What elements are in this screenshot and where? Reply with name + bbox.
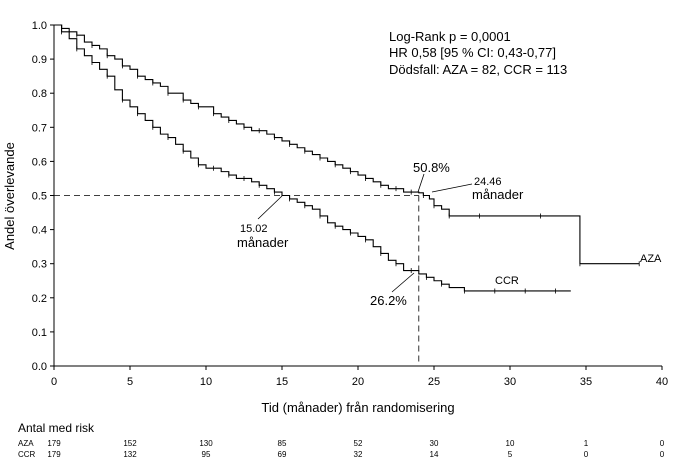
ccr-median-unit: månader [237,235,289,250]
x-tick-label: 0 [51,376,57,388]
risk-table-title: Antal med risk [18,421,95,435]
risk-cell: 0 [660,450,665,459]
risk-cell: 32 [354,450,363,459]
risk-cell: 14 [430,450,439,459]
risk-cell: 1 [584,439,589,448]
x-axis-title: Tid (månader) från randomisering [261,400,454,415]
aza-median-unit: månader [472,187,524,202]
risk-cell: 95 [202,450,211,459]
x-tick-label: 5 [127,376,133,388]
stats-line-hr: HR 0,58 [95 % CI: 0,43-0,77] [389,45,556,60]
aza-median-pointer [431,183,473,193]
ccr-pct-pointer [391,272,415,293]
ccr-series-label: CCR [495,275,519,287]
risk-cell: 52 [354,439,363,448]
x-tick-label: 35 [580,376,592,388]
x-tick-label: 40 [656,376,668,388]
risk-cell: 85 [278,439,287,448]
aza-series-label: AZA [640,253,662,265]
y-tick-label: 0.8 [32,88,47,100]
x-tick-label: 25 [428,376,440,388]
risk-cell: 69 [278,450,287,459]
y-axis-ticks: 0.0 0.1 0.2 0.3 0.4 0.5 0.6 0.7 0.8 0.9 1.0 [32,20,54,373]
risk-cell: 0 [584,450,589,459]
risk-cell: 179 [47,439,61,448]
y-tick-label: 0.6 [32,156,47,168]
median-reference-lines [54,195,420,366]
x-tick-label: 30 [504,376,516,388]
risk-row-label-aza: AZA [18,439,34,448]
risk-cell: 10 [506,439,515,448]
y-tick-label: 0.5 [32,191,47,203]
y-tick-label: 0.2 [32,293,47,305]
risk-cell: 30 [430,439,439,448]
risk-row-label-ccr: CCR [18,450,36,459]
risk-cell: 130 [199,439,213,448]
risk-cell: 132 [123,450,137,459]
y-tick-label: 0.3 [32,259,47,271]
stats-line-deaths: Dödsfall: AZA = 82, CCR = 113 [389,62,567,77]
y-axis-title: Andel överlevande [2,142,17,250]
x-axis-ticks: 0 5 10 15 20 25 30 35 40 [51,366,668,388]
risk-cell: 179 [47,450,61,459]
y-tick-label: 1.0 [32,20,47,32]
aza-pct-pointer [417,173,425,193]
risk-cell: 0 [660,439,665,448]
stats-line-logrank: Log-Rank p = 0,0001 [389,29,511,44]
x-tick-label: 20 [352,376,364,388]
curve-ccr [54,24,571,292]
y-tick-label: 0.0 [32,361,47,373]
y-tick-label: 0.4 [32,225,47,237]
ccr-median-value: 15.02 [240,223,268,235]
curve-aza [54,24,640,265]
ccr-pct-label: 26.2% [370,293,407,308]
risk-cell: 5 [508,450,513,459]
ccr-median-pointer [257,195,283,220]
y-tick-label: 0.9 [32,54,47,66]
aza-median-value: 24.46 [474,176,502,188]
survival-curves [54,24,640,294]
y-tick-label: 0.7 [32,122,47,134]
risk-cell: 152 [123,439,137,448]
aza-pct-label: 50.8% [413,160,450,175]
y-tick-label: 0.1 [32,327,47,339]
x-tick-label: 15 [276,376,288,388]
x-tick-label: 10 [200,376,212,388]
